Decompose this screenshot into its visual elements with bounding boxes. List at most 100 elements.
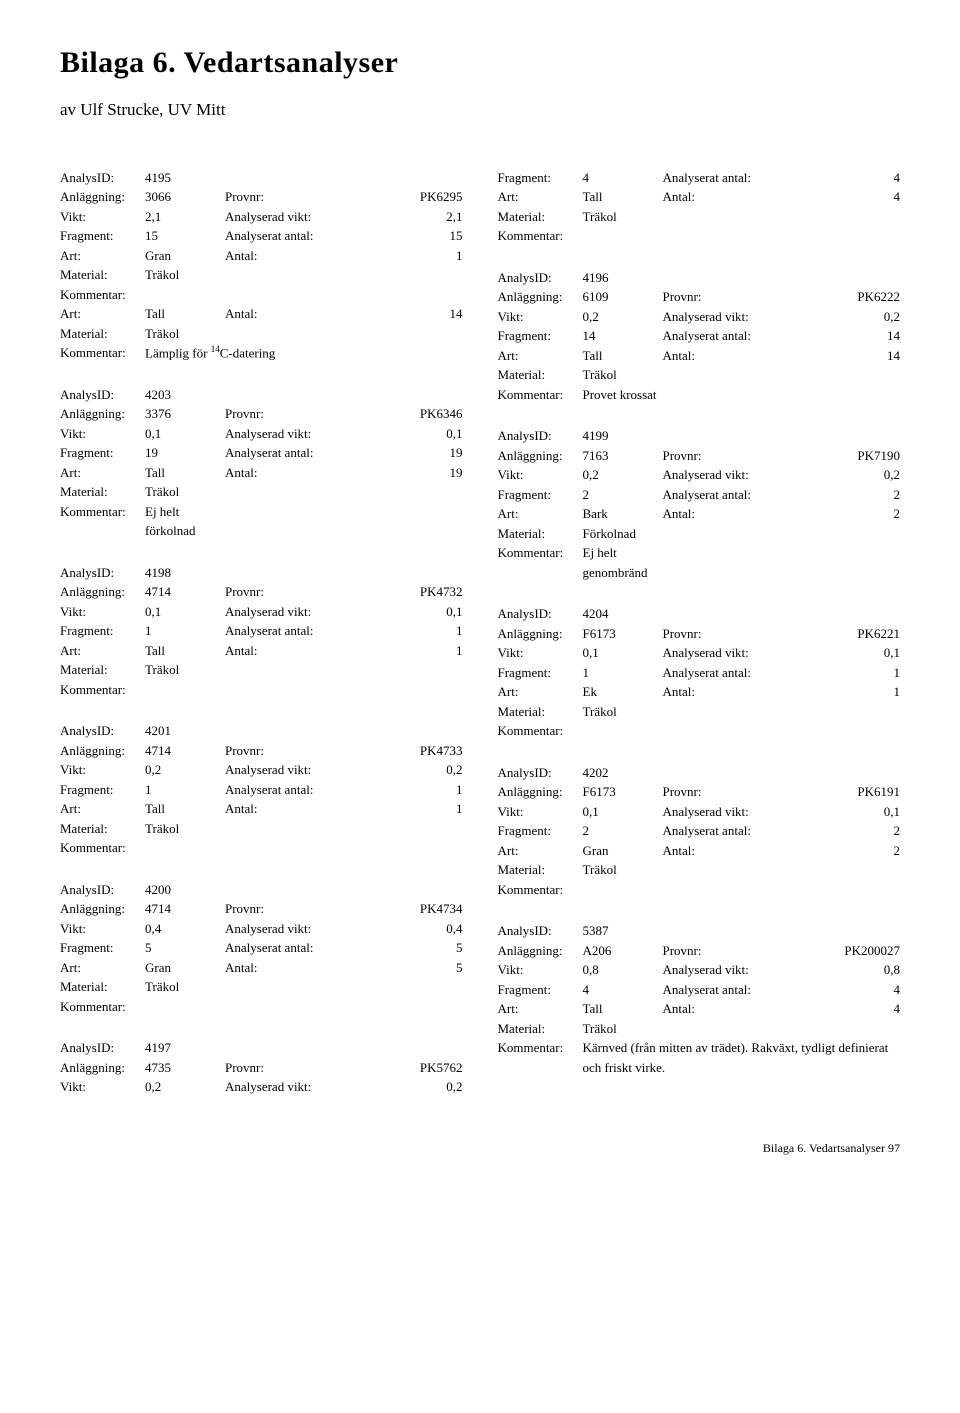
field-value: 0,1 <box>340 424 463 444</box>
field-label: Analyserad vikt: <box>663 307 778 327</box>
field-value: 1 <box>583 663 663 683</box>
analysis-record: AnalysID:4196Anläggning:6109Provnr:PK622… <box>498 268 901 405</box>
field-label: Anläggning: <box>498 446 583 466</box>
field-label: Antal: <box>225 641 340 661</box>
field-label: Material: <box>60 819 145 839</box>
field-label: Material: <box>498 702 583 722</box>
field-label: Art: <box>60 246 145 266</box>
analysis-record: AnalysID:4201Anläggning:4714Provnr:PK473… <box>60 721 463 858</box>
field-label: Anläggning: <box>60 741 145 761</box>
field-value: 1 <box>778 663 901 683</box>
field-value: 4714 <box>145 582 225 602</box>
field-label: Art: <box>498 682 583 702</box>
field-label: Anläggning: <box>60 187 145 207</box>
field-label: Antal: <box>663 346 778 366</box>
field-value: 4 <box>583 980 663 1000</box>
field-value: Träkol <box>583 702 663 722</box>
right-column: Fragment:4Analyserat antal:4Art:TallAnta… <box>498 168 901 1119</box>
field-label: Fragment: <box>498 980 583 1000</box>
field-value: 4 <box>778 187 901 207</box>
field-label: Antal: <box>663 187 778 207</box>
field-label <box>225 563 340 583</box>
field-value: Tall <box>145 641 225 661</box>
author-line: av Ulf Strucke, UV Mitt <box>60 97 900 123</box>
field-label: Provnr: <box>663 782 778 802</box>
field-value: 1 <box>340 641 463 661</box>
field-label: Kommentar: <box>498 880 583 900</box>
field-label: Vikt: <box>498 307 583 327</box>
field-label <box>663 702 778 722</box>
field-value: Träkol <box>145 324 225 344</box>
field-label: AnalysID: <box>498 763 583 783</box>
analysis-record: AnalysID:4195Anläggning:3066Provnr:PK629… <box>60 168 463 363</box>
field-value: 4199 <box>583 426 663 446</box>
field-value: Gran <box>583 841 663 861</box>
field-value <box>778 721 901 741</box>
field-value: Träkol <box>145 265 225 285</box>
field-value: 3376 <box>145 404 225 424</box>
field-value: 4202 <box>583 763 663 783</box>
field-value: 3066 <box>145 187 225 207</box>
field-label: Provnr: <box>663 446 778 466</box>
field-value: 19 <box>145 443 225 463</box>
field-value: 4203 <box>145 385 225 405</box>
field-value: Tall <box>583 187 663 207</box>
field-label <box>225 680 340 700</box>
field-label: Material: <box>498 524 583 544</box>
field-label <box>663 426 778 446</box>
field-label: Vikt: <box>60 760 145 780</box>
field-value: 0,1 <box>340 602 463 622</box>
field-label <box>663 921 778 941</box>
analysis-record: AnalysID:4199Anläggning:7163Provnr:PK719… <box>498 426 901 582</box>
field-label <box>225 482 340 502</box>
field-value: 4714 <box>145 741 225 761</box>
field-label: Vikt: <box>60 919 145 939</box>
analysis-record: AnalysID:4200Anläggning:4714Provnr:PK473… <box>60 880 463 1017</box>
field-label: Anläggning: <box>60 582 145 602</box>
field-value: 2 <box>778 821 901 841</box>
field-label <box>225 265 340 285</box>
field-value <box>778 524 901 544</box>
field-label: Material: <box>60 660 145 680</box>
page-title: Bilaga 6. Vedartsanalyser <box>60 40 900 85</box>
field-label: Analyserat antal: <box>225 443 340 463</box>
field-value <box>340 385 463 405</box>
field-value <box>340 482 463 502</box>
field-value: Ej helt genombränd <box>583 543 663 582</box>
field-label: Art: <box>498 346 583 366</box>
field-value: 4196 <box>583 268 663 288</box>
field-value <box>778 604 901 624</box>
field-value: 0,4 <box>340 919 463 939</box>
content-columns: AnalysID:4195Anläggning:3066Provnr:PK629… <box>60 168 900 1119</box>
field-value: 4735 <box>145 1058 225 1078</box>
field-label: Analyserat antal: <box>225 780 340 800</box>
field-label <box>663 721 778 741</box>
field-value <box>778 880 901 900</box>
field-value: 2,1 <box>340 207 463 227</box>
field-value: 0,8 <box>778 960 901 980</box>
field-value: PK6222 <box>778 287 901 307</box>
field-label: Material: <box>498 365 583 385</box>
field-value: Kärnved (från mitten av trädet). Rakväxt… <box>583 1038 901 1077</box>
field-value <box>340 1038 463 1058</box>
field-label: Provnr: <box>225 741 340 761</box>
field-value: 1 <box>340 246 463 266</box>
field-label: Anläggning: <box>60 1058 145 1078</box>
field-label: AnalysID: <box>498 604 583 624</box>
field-value: Tall <box>145 799 225 819</box>
field-value: PK4732 <box>340 582 463 602</box>
field-value <box>778 702 901 722</box>
field-label: Vikt: <box>498 802 583 822</box>
field-value <box>145 838 225 858</box>
field-label: Anläggning: <box>498 941 583 961</box>
field-label: AnalysID: <box>60 168 145 188</box>
field-label: Analyserad vikt: <box>225 919 340 939</box>
field-label: Antal: <box>663 504 778 524</box>
field-label: Antal: <box>225 958 340 978</box>
field-value: 0,2 <box>340 760 463 780</box>
field-label: Analyserad vikt: <box>225 760 340 780</box>
field-label: Fragment: <box>60 780 145 800</box>
field-label: Analyserat antal: <box>225 621 340 641</box>
field-label: Provnr: <box>225 187 340 207</box>
field-label <box>663 226 778 246</box>
